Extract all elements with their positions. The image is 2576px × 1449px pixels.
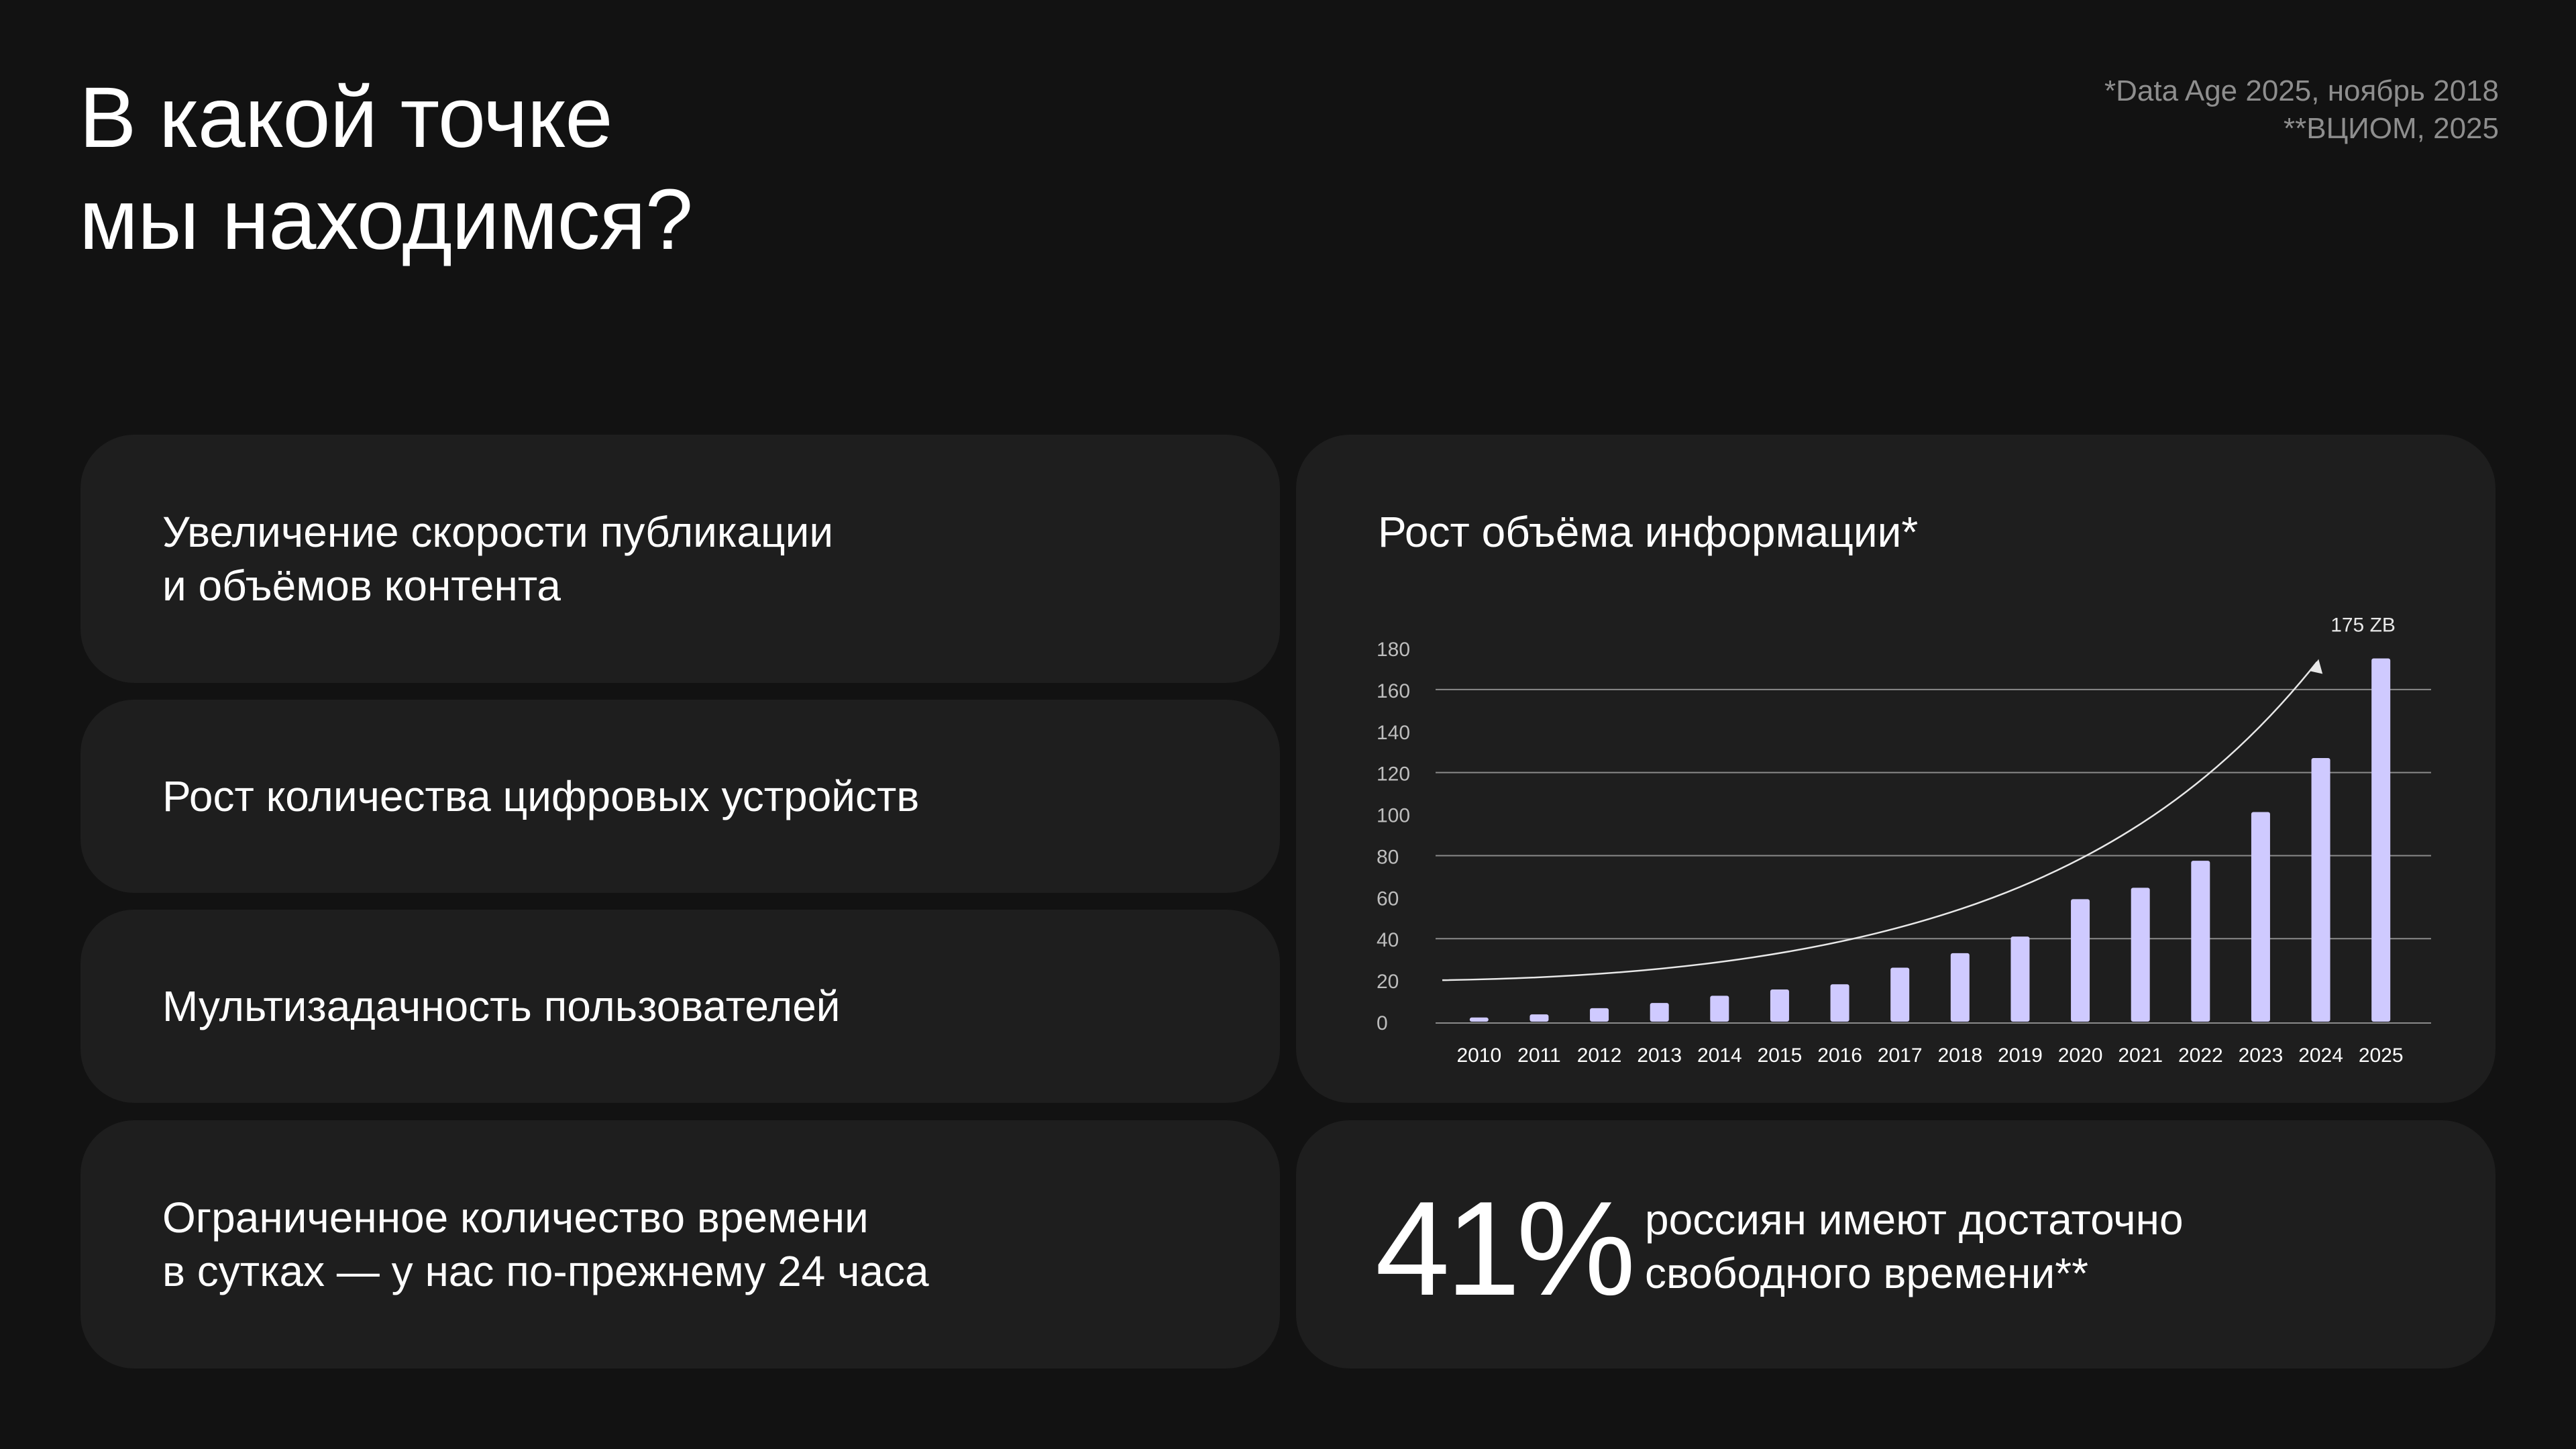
- page-title-line-2: мы находимся?: [79, 172, 693, 268]
- card-devices: Рост количества цифровых устройств: [80, 700, 1280, 893]
- chart-title: Рост объёма информации*: [1378, 508, 1919, 556]
- bar-2020: [2071, 899, 2090, 1022]
- card-devices-line-1: Рост количества цифровых устройств: [162, 772, 920, 820]
- source-vciom: **ВЦИОМ, 2025: [2284, 112, 2499, 145]
- x-tick-label: 2023: [2239, 1044, 2284, 1067]
- x-tick-label: 2011: [1517, 1044, 1561, 1067]
- y-tick-label: 120: [1377, 763, 1410, 786]
- x-tick-label: 2015: [1758, 1044, 1803, 1067]
- card-multitasking-line-1: Мультизадачность пользователей: [162, 982, 841, 1030]
- page-title-line-1: В какой точке: [79, 70, 613, 166]
- bar-2015: [1770, 989, 1789, 1022]
- y-tick-label: 40: [1377, 929, 1399, 951]
- bar-2022: [2191, 861, 2210, 1022]
- card-time-line-2: в сутках — у нас по-прежнему 24 часа: [162, 1247, 929, 1295]
- bar-2011: [1529, 1014, 1549, 1022]
- bar-2014: [1710, 996, 1729, 1022]
- y-tick-label: 60: [1377, 888, 1399, 910]
- stat-value: 41%: [1375, 1174, 1635, 1324]
- y-tick-label: 80: [1377, 846, 1399, 868]
- x-tick-label: 2014: [1697, 1044, 1742, 1067]
- bar-2023: [2251, 812, 2270, 1022]
- y-tick-label: 0: [1377, 1012, 1388, 1034]
- y-tick-label: 180: [1377, 639, 1410, 661]
- card-publication-text: Увеличение скорости публикации и объёмов…: [162, 505, 833, 612]
- x-tick-label: 2025: [2359, 1044, 2404, 1067]
- card-publication-line-2: и объёмов контента: [162, 561, 561, 610]
- bar-2024: [2311, 758, 2330, 1022]
- bar-2018: [1950, 953, 1970, 1022]
- trend-arrow-curve: [1442, 661, 2318, 981]
- bar-2013: [1650, 1003, 1669, 1022]
- x-tick-label: 2018: [1937, 1044, 1982, 1067]
- x-tick-label: 2016: [1817, 1044, 1862, 1067]
- card-devices-text: Рост количества цифровых устройств: [162, 769, 919, 823]
- y-tick-label: 20: [1377, 971, 1399, 993]
- x-tick-label: 2017: [1878, 1044, 1923, 1067]
- card-chart: Рост объёма информации* 0 20 40 60 80 100 120 1…: [1296, 435, 2496, 1103]
- card-time-line-1: Ограниченное количество времени: [162, 1193, 869, 1242]
- x-tick-label: 2021: [2118, 1044, 2163, 1067]
- card-stat: 41% россиян имеют достаточно свободного …: [1296, 1120, 2496, 1368]
- y-tick-label: 140: [1377, 722, 1410, 744]
- x-tick-label: 2024: [2298, 1044, 2343, 1067]
- x-tick-label: 2012: [1577, 1044, 1622, 1067]
- card-time: Ограниченное количество времени в сутках…: [80, 1120, 1280, 1368]
- card-time-text: Ограниченное количество времени в сутках…: [162, 1191, 929, 1298]
- x-tick-label: 2019: [1998, 1044, 2043, 1067]
- bar-2025: [2371, 658, 2391, 1022]
- bar-chart: 0 20 40 60 80 100 120 140 160 180 2010 2011 2012 2013…: [1377, 614, 2431, 1067]
- card-publication: Увеличение скорости публикации и объёмов…: [80, 435, 1280, 683]
- source-data-age: *Data Age 2025, ноябрь 2018: [2104, 74, 2499, 107]
- stat-line-2: свободного времени**: [1645, 1249, 2088, 1297]
- x-tick-label: 2022: [2178, 1044, 2223, 1067]
- bar-2010: [1469, 1017, 1489, 1022]
- page-title: В какой точке мы находимся?: [79, 67, 693, 271]
- x-tick-label: 2020: [2058, 1044, 2103, 1067]
- bar-2016: [1830, 984, 1849, 1022]
- bar-2017: [1890, 967, 1910, 1022]
- y-tick-label: 160: [1377, 680, 1410, 702]
- stat-line-1: россиян имеют достаточно: [1645, 1195, 2184, 1244]
- annotation-label: 175 ZB: [2330, 614, 2396, 636]
- bar-2012: [1590, 1008, 1609, 1022]
- x-tick-label: 2010: [1456, 1044, 1501, 1067]
- sources-note: *Data Age 2025, ноябрь 2018 **ВЦИОМ, 202…: [2104, 72, 2499, 148]
- bar-2021: [2131, 888, 2150, 1022]
- stat-text: россиян имеют достаточно свободного врем…: [1645, 1193, 2184, 1300]
- y-tick-label: 100: [1377, 805, 1410, 827]
- bar-2019: [2010, 936, 2030, 1022]
- card-multitasking: Мультизадачность пользователей: [80, 910, 1280, 1103]
- x-tick-label: 2013: [1637, 1044, 1682, 1067]
- card-multitasking-text: Мультизадачность пользователей: [162, 979, 841, 1033]
- trend-arrow-head: [2310, 659, 2323, 674]
- card-publication-line-1: Увеличение скорости публикации: [162, 508, 834, 556]
